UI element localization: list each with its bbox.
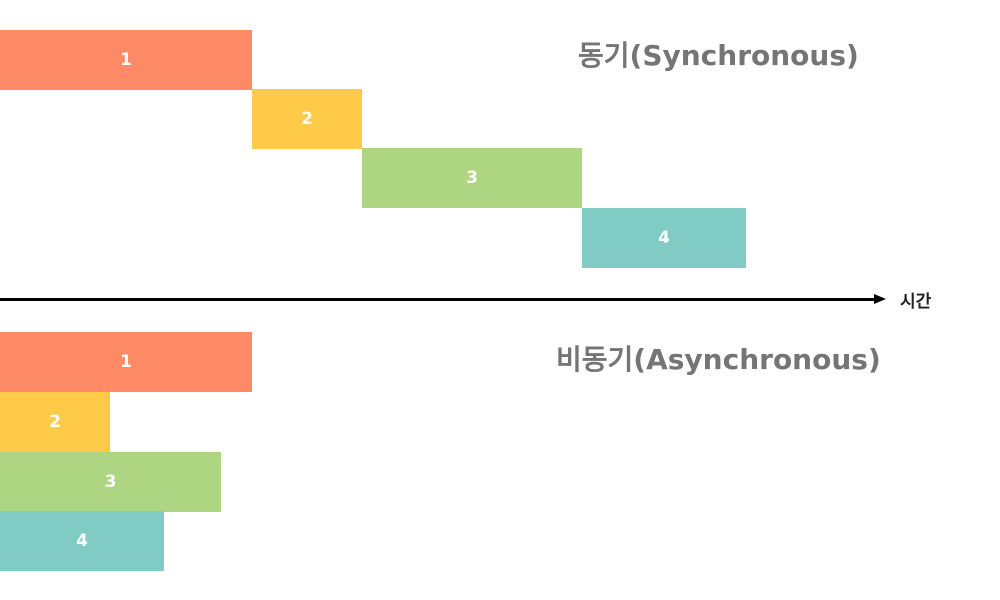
time-axis-label: 시간 (900, 287, 931, 312)
sync-section-title: 동기(Synchronous) (578, 34, 859, 74)
async-task-bar-1: 1 (0, 332, 252, 392)
time-axis-line (0, 298, 876, 301)
sync-task-bar-3: 3 (362, 148, 582, 208)
async-section-title: 비동기(Asynchronous) (556, 338, 881, 378)
sync-task-bar-1: 1 (0, 30, 252, 90)
async-task-bar-4: 4 (0, 511, 164, 571)
arrow-right-icon (874, 294, 886, 304)
async-task-bar-2: 2 (0, 392, 110, 452)
sync-task-bar-4: 4 (582, 208, 746, 268)
sync-task-bar-2: 2 (252, 89, 362, 149)
async-task-bar-3: 3 (0, 452, 221, 512)
